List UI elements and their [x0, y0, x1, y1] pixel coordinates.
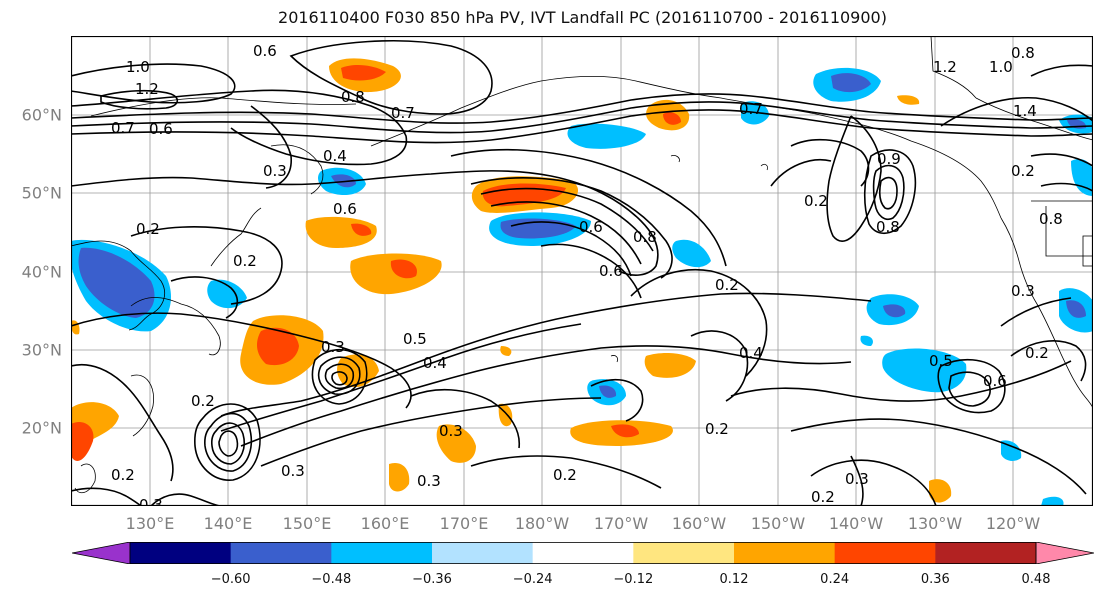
contour-label: 0.3: [139, 496, 163, 506]
colorbar-extension-high: [1035, 542, 1094, 564]
contour-label: 0.2: [136, 220, 160, 238]
contour-labels: 1.0 1.2 0.6 0.7 0.6 0.8 0.7 0.4 0.3 0.2 …: [111, 42, 1063, 506]
pc-shading: [71, 58, 1093, 506]
colorbar-tick-label: 0.48: [1021, 572, 1051, 587]
contour-label: 0.2: [1011, 162, 1035, 180]
contour-label: 0.7: [391, 104, 415, 122]
contour-label: 1.0: [989, 58, 1013, 76]
contour-label: 0.8: [1011, 44, 1035, 62]
contour-label: 0.4: [423, 354, 447, 372]
contour-label: 0.3: [1011, 282, 1035, 300]
lon-label: 130°E: [125, 514, 175, 533]
colorbar-extension-low: [72, 542, 131, 564]
map-title: 2016110400 F030 850 hPa PV, IVT Landfall…: [278, 8, 887, 27]
lon-label: 150°E: [282, 514, 332, 533]
contour-label: 0.9: [877, 150, 901, 168]
colorbar-tick-label: 0.12: [719, 572, 749, 587]
contour-label: 0.2: [191, 392, 215, 410]
lon-label: 140°E: [203, 514, 253, 533]
contour-label: 0.6: [983, 372, 1007, 390]
contour-label: 0.6: [579, 218, 603, 236]
colorbar-tick-label: 0.36: [920, 572, 950, 587]
colorbar-frame: [129, 542, 1037, 564]
colorbar-bin: [734, 542, 836, 564]
colorbar-bin: [633, 542, 735, 564]
contour-label: 0.2: [1025, 344, 1049, 362]
contour-label: 0.5: [403, 330, 427, 348]
colorbar-bin: [130, 542, 232, 564]
colorbar-bin: [432, 542, 534, 564]
colorbar-tick-label: −0.12: [613, 572, 654, 587]
contour-label: 1.4: [1013, 102, 1037, 120]
lon-label: 150°W: [750, 514, 806, 533]
colorbar-bin: [532, 542, 634, 564]
contour-label: 0.2: [233, 252, 257, 270]
contour-label: 0.3: [417, 472, 441, 490]
lat-label: 50°N: [21, 183, 62, 203]
contour-label: 0.8: [633, 228, 657, 246]
contour-label: 0.6: [253, 42, 277, 60]
contour-label: 0.4: [739, 344, 763, 362]
map-frame: [71, 36, 1093, 506]
colorbar-tick-label: −0.36: [412, 572, 452, 587]
contour-label: 1.2: [135, 80, 159, 98]
lon-label: 140°W: [828, 514, 884, 533]
lon-label: 170°E: [439, 514, 489, 533]
colorbar-bin: [331, 542, 433, 564]
colorbar-tick-label: −0.60: [210, 572, 251, 587]
lon-label: 170°W: [593, 514, 649, 533]
contour-label: 0.6: [599, 262, 623, 280]
colorbar-bin: [935, 542, 1037, 564]
contour-label: 0.3: [281, 462, 305, 480]
contour-label: 0.6: [333, 200, 357, 218]
lat-label: 60°N: [21, 105, 62, 125]
lon-label: 160°W: [671, 514, 727, 533]
colorbar-tick-label: −0.48: [311, 572, 352, 587]
contour-label: 0.3: [439, 422, 463, 440]
contour-label: 0.5: [929, 352, 953, 370]
colorbar-tick-label: 0.24: [820, 572, 850, 587]
contour-label: 0.2: [553, 466, 577, 484]
lon-label: 180°W: [514, 514, 570, 533]
lon-label: 120°W: [985, 514, 1041, 533]
colorbar-bin: [834, 542, 936, 564]
colorbar-tick-label: −0.24: [512, 572, 553, 587]
lon-label: 130°W: [907, 514, 963, 533]
contour-label: 0.7: [111, 119, 135, 137]
lat-label: 40°N: [21, 262, 62, 282]
contour-label: 0.6: [149, 120, 173, 138]
contour-label: 0.2: [705, 420, 729, 438]
contour-label: 0.4: [323, 147, 347, 165]
contour-label: 1.2: [933, 58, 957, 76]
lat-label: 30°N: [21, 340, 62, 360]
colorbar: [72, 542, 1094, 564]
pv-contours: [71, 40, 1093, 506]
contour-label: 0.2: [111, 466, 135, 484]
contour-label: 0.8: [341, 88, 365, 106]
pv-map: 1.0 1.2 0.6 0.7 0.6 0.8 0.7 0.4 0.3 0.2 …: [71, 36, 1093, 506]
contour-label: 0.2: [804, 192, 828, 210]
lat-label: 20°N: [21, 418, 62, 438]
contour-label: 0.7: [739, 100, 763, 118]
contour-label: 0.3: [845, 470, 869, 488]
contour-label: 0.8: [876, 218, 900, 236]
contour-label: 0.2: [811, 488, 835, 506]
contour-label: 0.3: [263, 162, 287, 180]
lon-label: 160°E: [360, 514, 410, 533]
colorbar-bin: [230, 542, 332, 564]
contour-label: 0.8: [1039, 210, 1063, 228]
contour-label: 1.0: [126, 58, 150, 76]
map-panel: 1.0 1.2 0.6 0.7 0.6 0.8 0.7 0.4 0.3 0.2 …: [71, 36, 1093, 506]
contour-label: 0.3: [321, 338, 345, 356]
contour-label: 0.2: [715, 276, 739, 294]
